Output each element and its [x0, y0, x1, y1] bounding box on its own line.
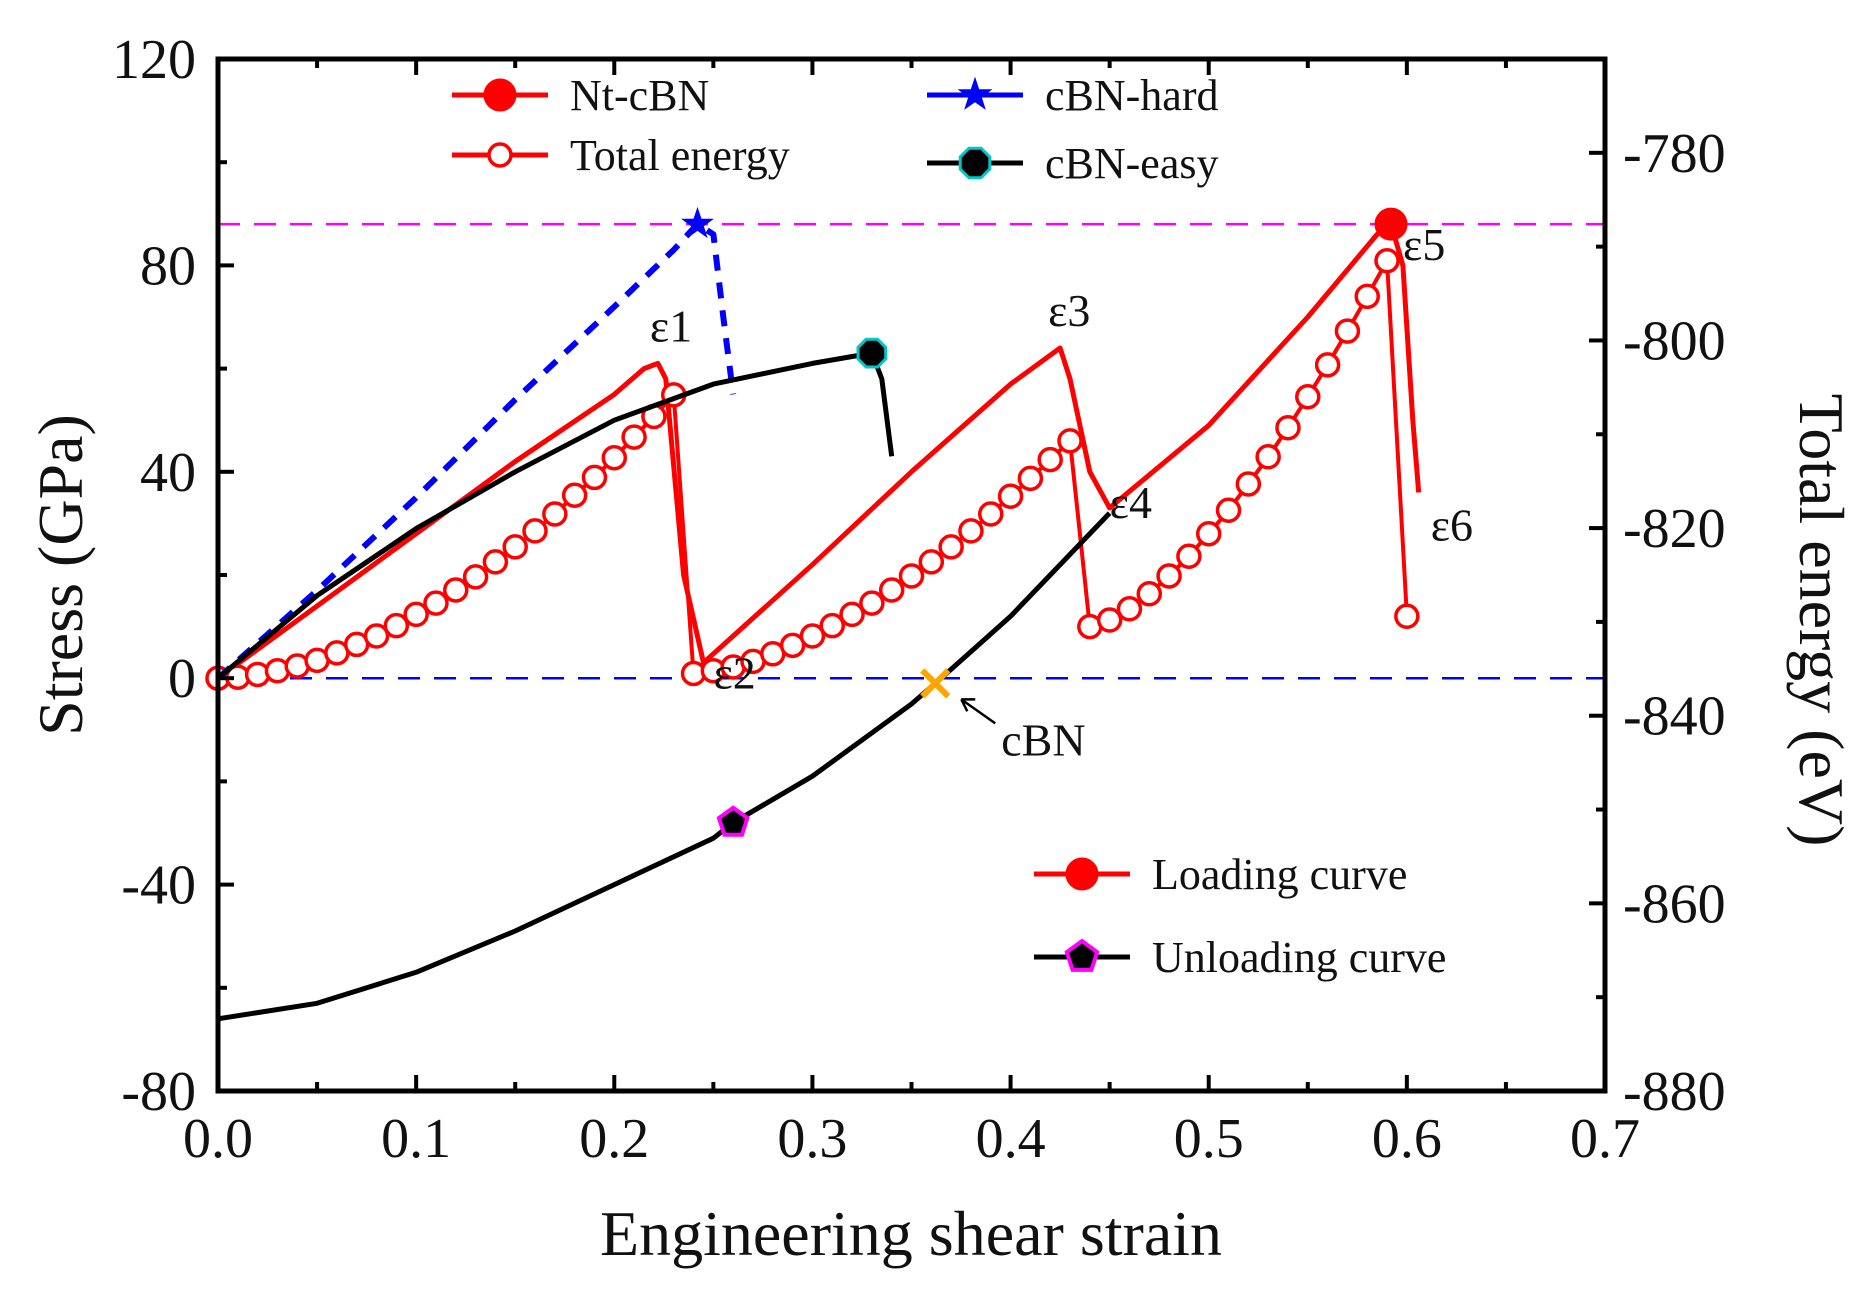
annotation-label: ε2	[713, 648, 755, 699]
data-point-total-energy	[819, 612, 845, 639]
data-point-total-energy	[1096, 607, 1123, 633]
y-axis-title: Stress (GPa)	[25, 414, 96, 736]
data-point-total-energy	[799, 623, 826, 649]
data-point-total-energy	[938, 534, 964, 560]
x-axis-title: Engineering shear strain	[600, 1198, 1222, 1269]
data-point-total-energy	[859, 590, 885, 616]
y-tick-label: 120	[112, 29, 196, 91]
y2-tick-label: -880	[1623, 1061, 1726, 1123]
data-point-total-energy	[1374, 247, 1400, 274]
data-point-total-energy	[1156, 563, 1182, 589]
data-point-total-energy	[1176, 543, 1202, 569]
data-point-total-energy	[978, 501, 1004, 527]
data-point-total-energy	[621, 424, 647, 450]
y-tick-label: -40	[121, 855, 196, 917]
data-point-total-energy	[918, 549, 945, 575]
x-tick-label: 0.5	[1174, 1108, 1244, 1170]
data-point-total-energy	[502, 534, 528, 560]
legend-label-loading-curve: Loading curve	[1152, 850, 1407, 899]
y-tick-label: 80	[140, 235, 196, 297]
data-point-total-energy	[839, 601, 865, 628]
y2-axis-title: Total energy (eV)	[1786, 394, 1857, 847]
data-point-total-energy	[1295, 383, 1321, 410]
data-point-total-energy	[779, 632, 806, 659]
y-tick-label: -80	[121, 1061, 196, 1123]
x-tick-label: 0.3	[777, 1108, 847, 1170]
data-point-total-energy	[898, 563, 925, 589]
data-point-total-energy	[561, 482, 588, 509]
data-point-nt-cbn	[1374, 207, 1408, 241]
legend-marker-cbn-hard	[957, 76, 993, 110]
annotation-label: ε5	[1403, 219, 1445, 270]
data-point-total-energy	[462, 564, 489, 590]
y2-tick-label: -840	[1623, 686, 1726, 748]
data-point-total-energy	[1037, 446, 1063, 473]
legend-marker-nt-cbn	[483, 78, 517, 112]
y2-tick-label: -800	[1623, 310, 1726, 372]
data-point-total-energy	[1255, 444, 1281, 470]
legend-label-total-energy: Total energy	[570, 131, 790, 180]
y-tick-label: 40	[140, 442, 196, 504]
series-line-unloading-curve	[217, 511, 1112, 1022]
annotation-label: ε1	[650, 300, 692, 351]
arrow-icon	[960, 698, 996, 725]
y2-tick-label: -860	[1623, 873, 1726, 935]
data-point-total-energy	[1215, 497, 1242, 524]
data-point-total-energy	[482, 549, 509, 575]
data-point-total-energy	[522, 518, 548, 544]
data-point-total-energy	[542, 501, 568, 527]
annotation-label: ε4	[1110, 477, 1152, 528]
legend-marker-total-energy	[487, 142, 513, 168]
legend-marker-unloading-curve	[1064, 938, 1100, 972]
legend-label-cbn-hard: cBN-hard	[1045, 71, 1219, 120]
legend-marker-loading-curve	[1065, 857, 1099, 891]
data-point-total-energy	[383, 612, 410, 639]
y2-tick-label: -780	[1623, 123, 1726, 185]
y2-tick-label: -820	[1623, 498, 1726, 560]
cbn-x-marker	[920, 668, 951, 699]
x-tick-label: 0.1	[381, 1108, 451, 1170]
data-point-total-energy	[1057, 428, 1083, 454]
x-tick-label: 0.6	[1372, 1108, 1442, 1170]
x-tick-label: 0.0	[183, 1108, 253, 1170]
data-point-total-energy	[958, 518, 984, 544]
x-tick-label: 0.4	[976, 1108, 1046, 1170]
x-tick-label: 0.7	[1570, 1108, 1640, 1170]
data-point-total-energy	[363, 623, 390, 649]
data-point-total-energy	[601, 444, 628, 471]
data-point-total-energy	[1314, 352, 1341, 378]
legend-label-unloading-curve: Unloading curve	[1152, 933, 1446, 982]
data-point-total-energy	[403, 601, 429, 628]
data-point-total-energy	[1195, 520, 1222, 547]
series-line-nt-cbn	[216, 221, 1422, 681]
data-point-total-energy	[1275, 414, 1301, 441]
data-point-cbn-hard	[681, 206, 714, 239]
legend-marker-cbn-easy	[958, 146, 992, 180]
data-point-total-energy	[878, 577, 905, 603]
annotation-label: ε3	[1048, 285, 1090, 336]
data-point-total-energy	[997, 483, 1024, 509]
data-point-total-energy	[581, 464, 608, 491]
series-line-cbn-hard	[216, 221, 737, 681]
annotation-label: cBN	[1001, 714, 1085, 765]
y-tick-label: 0	[168, 648, 196, 710]
data-point-total-energy	[423, 590, 449, 616]
legend-label-nt-cbn: Nt-cBN	[570, 71, 709, 120]
data-point-unloading-curve	[716, 805, 750, 837]
x-tick-label: 0.2	[579, 1108, 649, 1170]
data-point-cbn-easy	[856, 337, 888, 369]
data-point-total-energy	[1017, 465, 1044, 492]
data-point-total-energy	[1354, 283, 1380, 310]
legend-label-cbn-easy: cBN-easy	[1045, 139, 1219, 188]
data-point-total-energy	[1394, 603, 1420, 630]
data-point-total-energy	[1136, 581, 1163, 607]
data-point-total-energy	[443, 577, 469, 603]
annotation-label: ε6	[1431, 499, 1473, 550]
data-point-total-energy	[1334, 318, 1361, 344]
data-point-total-energy	[1235, 471, 1262, 497]
data-point-total-energy	[1116, 596, 1143, 622]
